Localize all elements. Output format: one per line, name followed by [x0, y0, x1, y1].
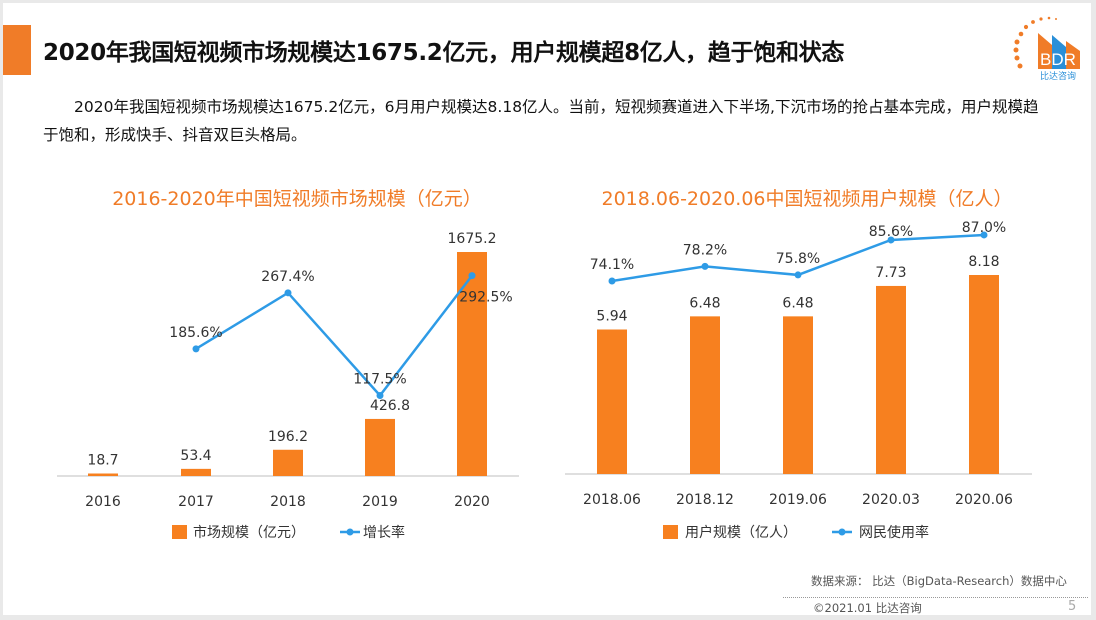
bar-label: 196.2	[268, 429, 308, 445]
page-number: 5	[1068, 599, 1077, 614]
bar-2020	[457, 252, 487, 476]
x-tick-label: 2020.03	[862, 492, 920, 508]
line-point	[284, 289, 292, 297]
legend-line-label: 增长率	[363, 524, 405, 541]
description-text: 2020年我国短视频市场规模达1675.2亿元，6月用户规模达8.18亿人。当前…	[43, 98, 1039, 144]
bar-2017	[181, 468, 211, 476]
title-accent-bar	[3, 25, 31, 75]
bar-2018.12	[690, 316, 720, 474]
bar-label: 5.94	[596, 308, 627, 324]
bar-2016	[88, 473, 118, 476]
bar-label: 6.48	[782, 295, 813, 311]
legend-line-marker	[346, 528, 354, 536]
line-label: 267.4%	[261, 269, 314, 285]
legend-line-marker	[838, 528, 846, 536]
logo-text: BDR	[1040, 50, 1076, 69]
growth-line	[195, 274, 473, 398]
logo-subtext: 比达咨询	[1040, 70, 1076, 82]
line-label: 117.5%	[353, 372, 406, 388]
bar-label: 7.73	[875, 265, 906, 281]
bar-label: 53.4	[180, 448, 211, 464]
line-point	[794, 271, 802, 279]
x-tick-label: 2017	[178, 494, 214, 510]
line-label: 292.5%	[459, 290, 512, 306]
bar-label: 426.8	[370, 398, 410, 414]
data-source: 数据来源： 比达（BigData-Research）数据中心	[811, 574, 1067, 588]
x-tick-label: 2018	[270, 494, 306, 510]
bar-2019.06	[783, 316, 813, 474]
bar-label: 6.48	[689, 295, 720, 311]
line-label: 75.8%	[776, 251, 820, 267]
line-point	[980, 231, 988, 239]
line-point	[887, 236, 895, 244]
bar-2018.06	[597, 329, 627, 474]
bdr-logo: BDR 比达咨询	[1008, 11, 1088, 83]
legend-bar-label: 市场规模（亿元）	[193, 524, 305, 541]
x-tick-label: 2018.12	[676, 492, 734, 508]
line-point	[192, 345, 200, 353]
chart-title: 2016-2020年中国短视频市场规模（亿元）	[112, 188, 482, 210]
legend-bar-swatch	[172, 525, 187, 539]
bar-2020.03	[876, 285, 906, 474]
x-tick-label: 2019	[362, 494, 398, 510]
bar-2019	[365, 418, 395, 476]
x-tick-label: 2018.06	[583, 492, 641, 508]
bar-2020.06	[969, 275, 999, 474]
legend-line-label: 网民使用率	[859, 524, 929, 541]
legend-bar-label: 用户规模（亿人）	[685, 524, 797, 541]
line-label: 87.0%	[962, 220, 1006, 236]
page-title: 2020年我国短视频市场规模达1675.2亿元，用户规模超8亿人，趋于饱和状态	[43, 40, 845, 66]
chart-title: 2018.06-2020.06中国短视频用户规模（亿人）	[602, 188, 1013, 210]
line-point	[608, 277, 616, 285]
bar-label: 1675.2	[448, 231, 497, 247]
x-tick-label: 2020	[454, 494, 490, 510]
x-tick-label: 2016	[85, 494, 121, 510]
line-point	[376, 392, 384, 400]
bar-2018	[273, 449, 303, 476]
x-tick-label: 2019.06	[769, 492, 827, 508]
line-label: 85.6%	[869, 224, 913, 240]
x-tick-label: 2020.06	[955, 492, 1013, 508]
copyright: ©2021.01 比达咨询	[813, 601, 922, 615]
line-label: 78.2%	[683, 242, 727, 258]
bar-label: 18.7	[87, 452, 118, 468]
slide: 2020年我国短视频市场规模达1675.2亿元，用户规模超8亿人，趋于饱和状态 …	[3, 3, 1091, 615]
line-point	[468, 272, 476, 280]
footer-divider	[783, 597, 1088, 598]
line-point	[701, 262, 709, 270]
line-label: 185.6%	[169, 325, 222, 341]
legend-bar-swatch	[663, 525, 678, 539]
bar-label: 8.18	[968, 254, 999, 270]
line-label: 74.1%	[590, 257, 634, 273]
